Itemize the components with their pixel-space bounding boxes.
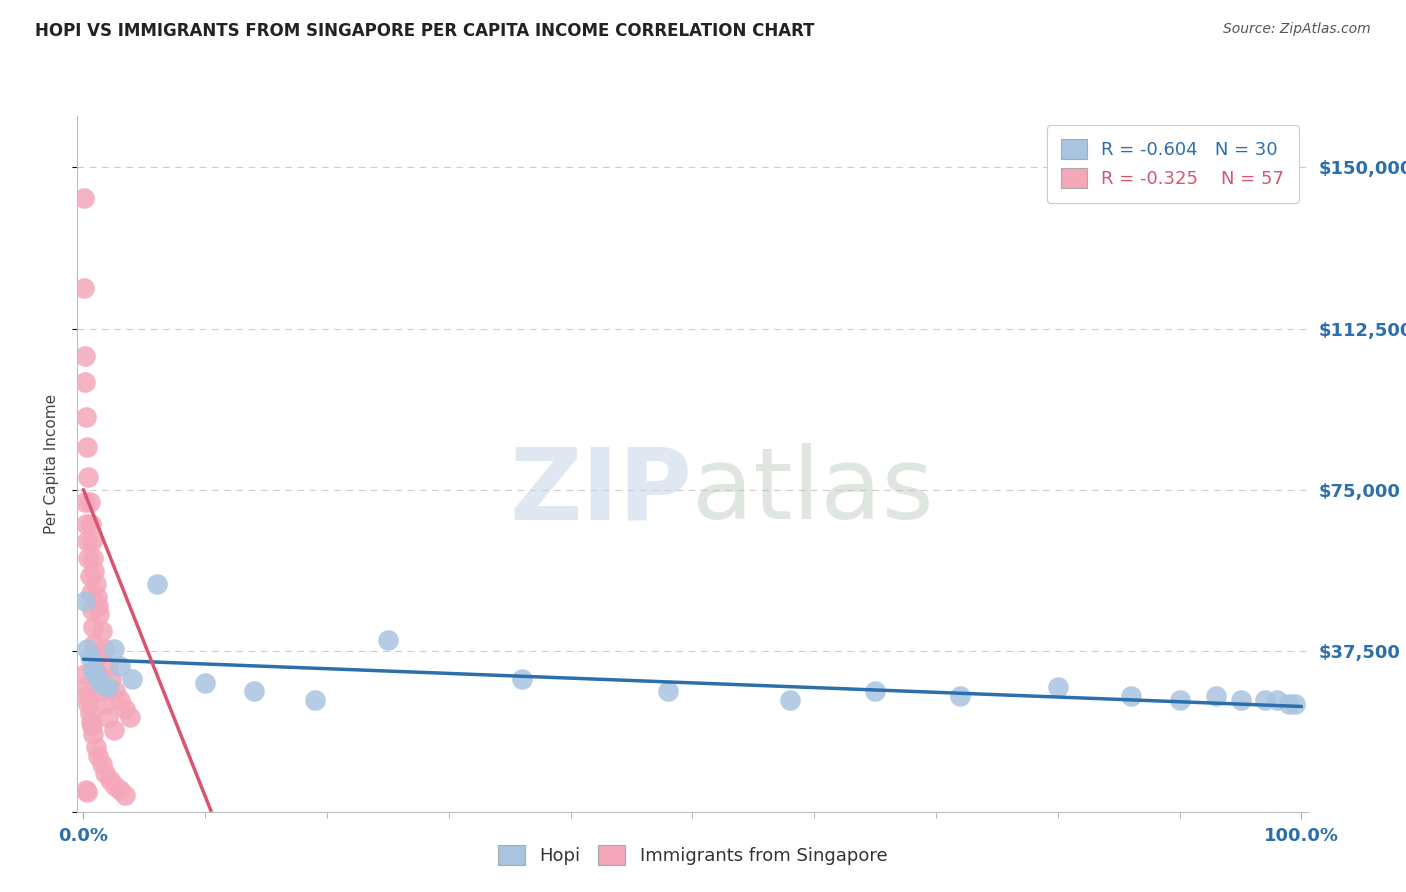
Point — [84, 650, 107, 665]
Point — [121, 672, 143, 686]
Point — [86, 590, 108, 604]
Point — [80, 603, 103, 617]
Point — [108, 658, 131, 673]
Text: HOPI VS IMMIGRANTS FROM SINGAPORE PER CAPITA INCOME CORRELATION CHART: HOPI VS IMMIGRANTS FROM SINGAPORE PER CA… — [35, 22, 814, 40]
Point — [94, 766, 117, 780]
Point — [510, 672, 533, 686]
Point — [1046, 680, 1069, 694]
Point — [98, 772, 121, 787]
Point — [1168, 693, 1191, 707]
Point — [73, 350, 96, 364]
Point — [82, 663, 104, 677]
Point — [80, 534, 103, 549]
Point — [73, 594, 96, 608]
Point — [82, 551, 104, 566]
Point — [84, 740, 107, 755]
Text: Source: ZipAtlas.com: Source: ZipAtlas.com — [1223, 22, 1371, 37]
Point — [75, 409, 97, 424]
Point — [87, 599, 110, 613]
Point — [103, 641, 125, 656]
Point — [97, 680, 120, 694]
Point — [79, 650, 101, 665]
Point — [118, 710, 141, 724]
Point — [108, 783, 131, 797]
Point — [104, 779, 127, 793]
Point — [949, 689, 972, 703]
Point — [79, 495, 101, 509]
Point — [76, 689, 98, 703]
Point — [82, 727, 104, 741]
Point — [83, 637, 105, 651]
Point — [104, 684, 127, 698]
Point — [114, 701, 136, 715]
Legend: Hopi, Immigrants from Singapore: Hopi, Immigrants from Singapore — [491, 838, 894, 872]
Point — [779, 693, 801, 707]
Point — [79, 568, 101, 582]
Point — [90, 757, 112, 772]
Point — [87, 667, 110, 681]
Point — [77, 551, 100, 566]
Point — [1284, 698, 1306, 712]
Point — [377, 632, 399, 647]
Point — [76, 440, 98, 454]
Point — [1278, 698, 1301, 712]
Y-axis label: Per Capita Income: Per Capita Income — [44, 393, 59, 534]
Point — [91, 678, 114, 692]
Point — [84, 667, 107, 681]
Point — [84, 577, 107, 591]
Point — [82, 620, 104, 634]
Text: ZIP: ZIP — [509, 443, 693, 541]
Point — [863, 684, 886, 698]
Point — [145, 577, 167, 591]
Point — [103, 723, 125, 738]
Point — [77, 469, 100, 483]
Point — [1205, 689, 1227, 703]
Point — [87, 748, 110, 763]
Point — [75, 783, 97, 797]
Point — [97, 658, 120, 673]
Point — [73, 667, 96, 681]
Point — [80, 585, 103, 599]
Point — [108, 693, 131, 707]
Point — [657, 684, 679, 698]
Point — [76, 534, 98, 549]
Point — [73, 281, 96, 295]
Point — [75, 376, 97, 390]
Point — [100, 672, 122, 686]
Point — [97, 710, 120, 724]
Point — [243, 684, 266, 698]
Point — [89, 673, 111, 688]
Point — [76, 641, 98, 656]
Point — [76, 785, 98, 799]
Point — [75, 516, 97, 531]
Point — [89, 607, 111, 622]
Point — [194, 676, 217, 690]
Point — [1254, 693, 1277, 707]
Point — [79, 706, 101, 720]
Point — [80, 516, 103, 531]
Point — [94, 698, 117, 712]
Point — [73, 495, 96, 509]
Text: atlas: atlas — [693, 443, 934, 541]
Point — [114, 788, 136, 802]
Point — [73, 190, 96, 204]
Point — [304, 693, 326, 707]
Point — [90, 624, 112, 639]
Point — [83, 564, 105, 578]
Point — [1229, 693, 1251, 707]
Point — [90, 684, 112, 698]
Point — [77, 698, 100, 712]
Point — [1265, 693, 1288, 707]
Point — [80, 714, 103, 729]
Point — [1119, 689, 1142, 703]
Point — [75, 680, 97, 694]
Point — [93, 641, 115, 656]
Point — [80, 719, 103, 733]
